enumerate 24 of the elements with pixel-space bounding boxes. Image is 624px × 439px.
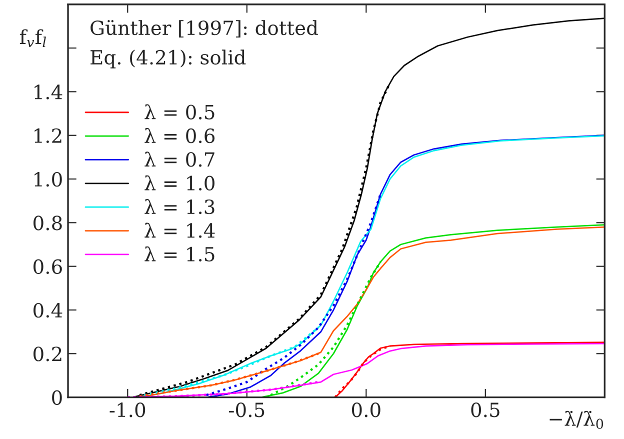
y-tick-label: 0.6 [34, 259, 62, 274]
annotation: Eq. (4.21): solid [90, 50, 246, 68]
legend-label: λ = 1.0 [144, 175, 214, 190]
y-tick-label: 1.2 [34, 128, 62, 144]
y-tick-label: 0 [52, 390, 62, 405]
x-tick-label: -0.5 [229, 402, 264, 418]
y-axis-title: f$_{v}$f$_{l}$ [20, 29, 46, 48]
legend-label: λ = 1.3 [144, 199, 214, 214]
x-tick-label: -1.0 [110, 402, 146, 418]
x-tick-label: 0.0 [352, 402, 380, 418]
y-tick-label: 1.4 [34, 84, 62, 100]
legend-label: λ = 1.5 [144, 246, 214, 262]
legend-label: λ = 0.6 [144, 128, 215, 144]
legend-label: λ = 1.4 [144, 222, 215, 238]
legend-label: λ = 0.7 [144, 152, 214, 167]
y-tick-label: 1.0 [34, 172, 62, 187]
y-tick-label: 0.4 [34, 302, 62, 318]
x-axis-title: −λ̇/λ̇$_{0}$ [550, 410, 604, 429]
annotation: Günther [1997]: dotted [90, 20, 318, 38]
legend-label: λ = 0.5 [144, 104, 214, 120]
line-series [260, 224, 605, 398]
y-tick-label: 0.2 [34, 346, 62, 362]
y-tick-label: 0.8 [34, 216, 62, 230]
x-tick-label: 0.5 [471, 402, 500, 418]
